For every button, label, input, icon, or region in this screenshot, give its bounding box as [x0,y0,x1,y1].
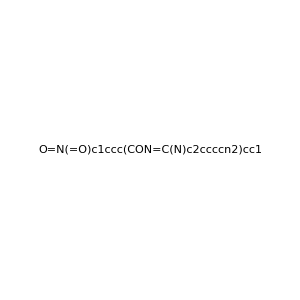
Text: O=N(=O)c1ccc(CON=C(N)c2ccccn2)cc1: O=N(=O)c1ccc(CON=C(N)c2ccccn2)cc1 [38,145,262,155]
